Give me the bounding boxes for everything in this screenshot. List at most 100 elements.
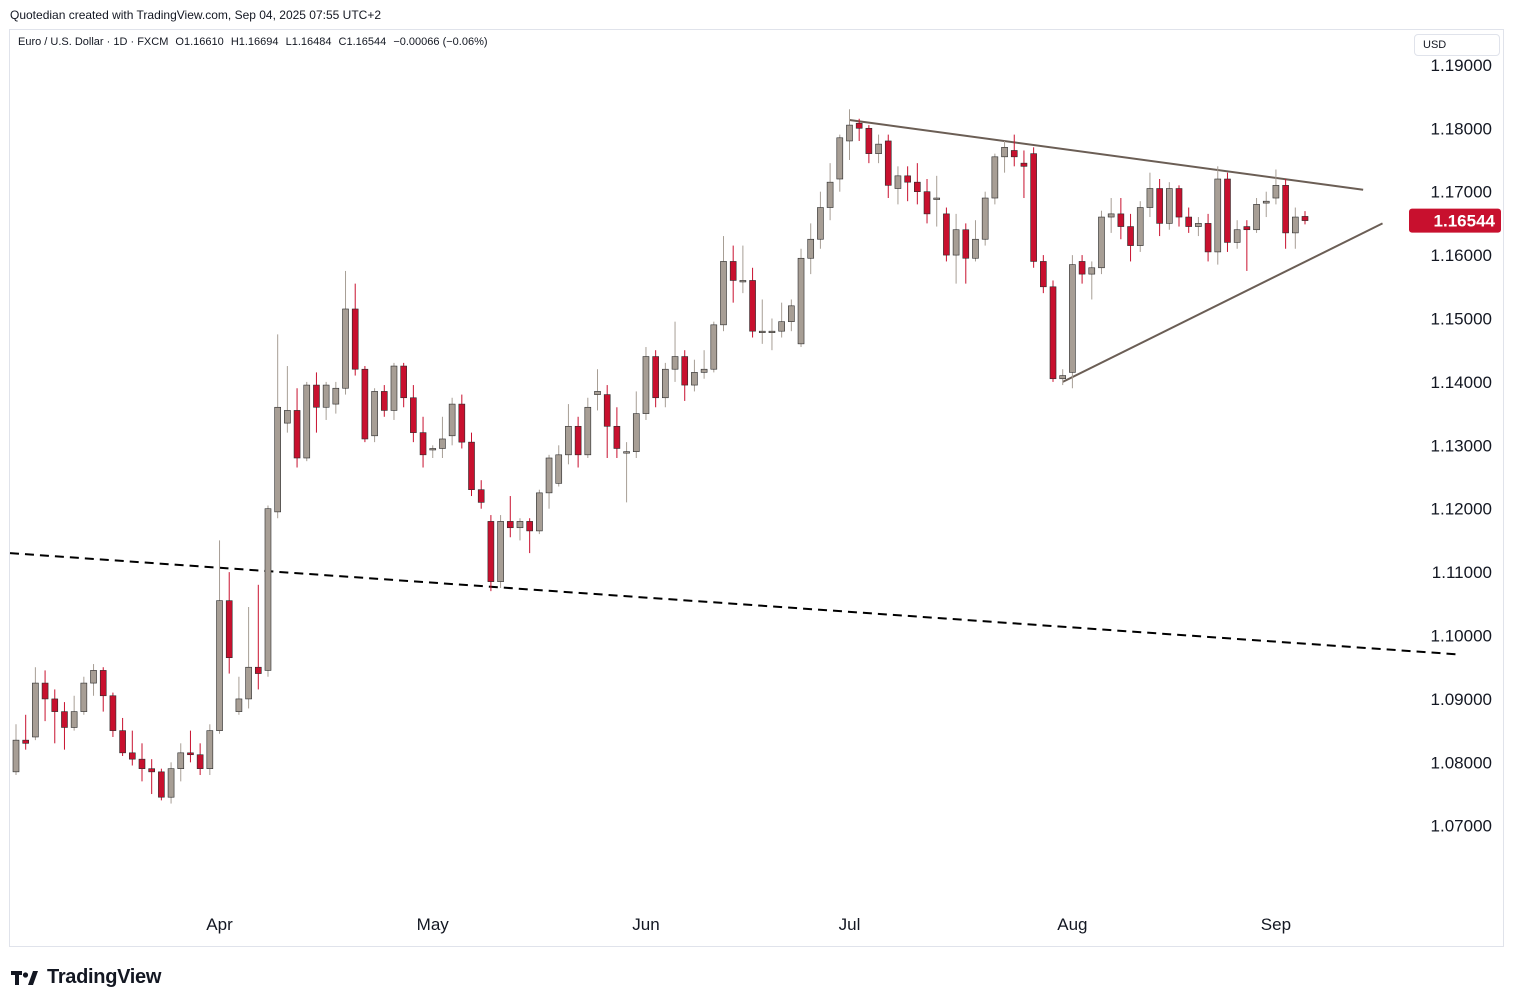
candle[interactable]: [739, 245, 747, 294]
currency-selector[interactable]: USD: [1414, 34, 1500, 56]
candle[interactable]: [196, 743, 204, 776]
candle[interactable]: [807, 223, 815, 275]
candle[interactable]: [1233, 220, 1241, 249]
candle[interactable]: [506, 496, 514, 538]
candle[interactable]: [351, 283, 359, 376]
candle[interactable]: [817, 191, 824, 249]
candle[interactable]: [681, 350, 689, 401]
candle[interactable]: [1010, 134, 1018, 167]
candle[interactable]: [206, 724, 214, 776]
candle[interactable]: [836, 134, 844, 192]
candle[interactable]: [923, 179, 931, 224]
candle[interactable]: [410, 385, 417, 443]
y-axis[interactable]: 1.19000 1.18000 1.17000 1.16000 1.15000 1.140…: [1431, 56, 1492, 836]
candle[interactable]: [12, 724, 20, 776]
candle[interactable]: [545, 454, 553, 509]
candle[interactable]: [710, 321, 718, 373]
candle[interactable]: [933, 175, 941, 227]
candle[interactable]: [1243, 220, 1251, 271]
candle[interactable]: [904, 166, 911, 202]
candle[interactable]: [846, 109, 853, 160]
candle[interactable]: [536, 489, 543, 535]
candle[interactable]: [51, 689, 59, 744]
candle[interactable]: [1166, 182, 1173, 230]
candle[interactable]: [797, 248, 805, 348]
candle[interactable]: [981, 191, 989, 246]
candle[interactable]: [216, 540, 223, 734]
candle[interactable]: [61, 702, 68, 750]
candle[interactable]: [254, 584, 262, 690]
candle[interactable]: [603, 385, 611, 458]
candle[interactable]: [1292, 207, 1299, 249]
candle[interactable]: [623, 442, 630, 503]
candle[interactable]: [1224, 172, 1231, 252]
candle[interactable]: [855, 118, 863, 141]
candle[interactable]: [962, 223, 970, 284]
candle[interactable]: [32, 667, 39, 741]
candle[interactable]: [1146, 172, 1154, 218]
candle[interactable]: [1272, 169, 1280, 205]
candle[interactable]: [1282, 179, 1289, 249]
candle[interactable]: [70, 695, 78, 731]
candle[interactable]: [1253, 198, 1260, 233]
candle[interactable]: [574, 416, 582, 468]
candle[interactable]: [468, 432, 475, 497]
candle[interactable]: [1107, 198, 1115, 233]
candle[interactable]: [671, 321, 679, 382]
candle[interactable]: [758, 299, 766, 344]
candle[interactable]: [1088, 261, 1096, 300]
candle[interactable]: [914, 163, 921, 205]
candle[interactable]: [1185, 207, 1193, 233]
tradingview-brand[interactable]: TradingView: [11, 966, 161, 989]
candle[interactable]: [788, 299, 795, 332]
candle[interactable]: [458, 394, 466, 449]
candle[interactable]: [894, 166, 902, 205]
candle[interactable]: [448, 397, 456, 446]
candle[interactable]: [1301, 211, 1309, 225]
candle[interactable]: [109, 692, 117, 737]
candle[interactable]: [632, 391, 640, 458]
candle[interactable]: [497, 515, 504, 588]
candle[interactable]: [284, 366, 291, 433]
candle[interactable]: [555, 445, 563, 487]
candle[interactable]: [1049, 280, 1057, 382]
candle[interactable]: [884, 134, 892, 199]
candle[interactable]: [1069, 255, 1076, 389]
candle[interactable]: [584, 397, 592, 458]
candle[interactable]: [128, 730, 136, 766]
candle[interactable]: [1098, 210, 1105, 275]
candle[interactable]: [400, 362, 407, 408]
candle[interactable]: [119, 717, 126, 756]
dashed-support-line[interactable]: [9, 552, 1461, 656]
candle[interactable]: [1127, 213, 1134, 262]
candle[interactable]: [1175, 185, 1183, 227]
x-axis[interactable]: Apr May Jun Jul Aug Sep: [206, 915, 1291, 934]
candle[interactable]: [138, 743, 146, 782]
candle[interactable]: [952, 213, 960, 284]
candle[interactable]: [41, 670, 49, 722]
candle[interactable]: [477, 480, 485, 509]
candle[interactable]: [1030, 147, 1037, 268]
candle[interactable]: [662, 362, 669, 408]
candle[interactable]: [390, 362, 398, 420]
candle[interactable]: [943, 207, 950, 262]
candle[interactable]: [158, 768, 165, 801]
candle[interactable]: [342, 270, 349, 395]
candle[interactable]: [652, 350, 659, 408]
candle[interactable]: [187, 730, 194, 763]
candle[interactable]: [235, 676, 243, 715]
candle[interactable]: [826, 163, 834, 221]
candle[interactable]: [526, 518, 533, 554]
candle[interactable]: [1195, 217, 1202, 237]
candle[interactable]: [429, 445, 437, 458]
candle[interactable]: [749, 267, 756, 338]
candle[interactable]: [264, 505, 272, 677]
candle[interactable]: [691, 359, 698, 392]
candle[interactable]: [225, 572, 233, 674]
candle[interactable]: [1078, 255, 1086, 284]
candle[interactable]: [700, 350, 708, 379]
candle[interactable]: [90, 664, 97, 696]
candle[interactable]: [22, 714, 29, 750]
lower-trendline[interactable]: [1062, 222, 1383, 383]
